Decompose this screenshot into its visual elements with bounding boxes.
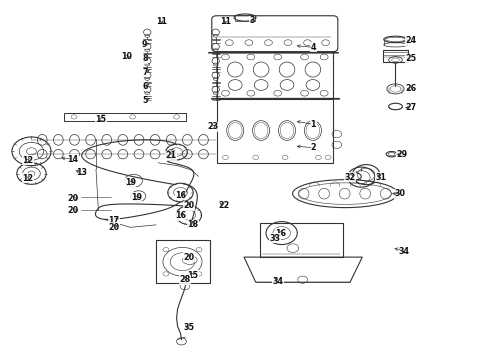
Text: 12: 12: [22, 156, 33, 165]
Text: 11: 11: [156, 17, 168, 26]
Bar: [217, 51, 333, 98]
Text: 15: 15: [96, 115, 106, 124]
Text: 28: 28: [180, 275, 191, 284]
Text: 33: 33: [270, 234, 281, 243]
Bar: [235, 15, 255, 21]
Text: 7: 7: [142, 68, 147, 77]
Text: 10: 10: [121, 53, 132, 62]
Text: 12: 12: [22, 174, 33, 183]
Text: 2: 2: [311, 143, 316, 152]
Text: 8: 8: [142, 54, 147, 63]
Text: 30: 30: [395, 189, 406, 198]
Text: 29: 29: [397, 150, 408, 159]
Text: 16: 16: [175, 190, 186, 199]
Text: 6: 6: [142, 82, 147, 91]
Text: 16: 16: [275, 229, 286, 238]
Text: 21: 21: [165, 151, 176, 160]
Text: 4: 4: [311, 43, 316, 52]
Text: 22: 22: [219, 201, 230, 210]
Text: 1: 1: [311, 120, 316, 129]
Bar: [64, 113, 186, 121]
Text: 20: 20: [68, 194, 78, 203]
Text: 11: 11: [220, 17, 231, 26]
Text: 3: 3: [249, 16, 255, 25]
Bar: [156, 240, 210, 283]
Text: 20: 20: [183, 253, 195, 262]
Text: 17: 17: [109, 216, 120, 225]
Text: 23: 23: [208, 122, 219, 131]
Text: 19: 19: [124, 178, 136, 187]
Text: 24: 24: [406, 36, 416, 45]
Text: 35: 35: [183, 323, 195, 332]
Bar: [217, 99, 333, 163]
Text: 26: 26: [406, 84, 416, 93]
Text: 20: 20: [68, 206, 78, 215]
Text: 34: 34: [398, 247, 409, 256]
Text: 15: 15: [187, 270, 198, 279]
Text: 25: 25: [406, 54, 416, 63]
Text: 13: 13: [76, 168, 87, 177]
Text: 16: 16: [175, 211, 186, 220]
Text: 19: 19: [131, 193, 142, 202]
Text: 32: 32: [344, 173, 356, 182]
Text: 18: 18: [187, 220, 198, 229]
Text: 20: 20: [183, 201, 195, 210]
Text: 27: 27: [406, 103, 416, 112]
Text: 31: 31: [375, 173, 386, 182]
Bar: [383, 50, 408, 62]
Text: 9: 9: [142, 40, 147, 49]
Text: 20: 20: [108, 223, 120, 232]
Text: 5: 5: [142, 96, 147, 105]
Text: 14: 14: [68, 155, 78, 164]
Text: 34: 34: [273, 276, 284, 285]
Bar: [260, 223, 343, 257]
